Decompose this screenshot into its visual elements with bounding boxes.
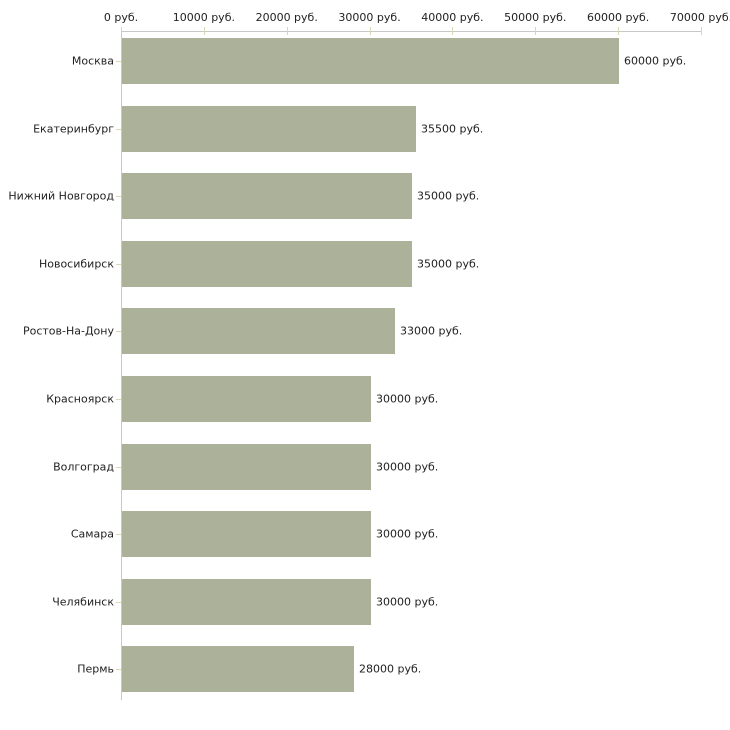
x-axis-line	[121, 31, 702, 32]
x-axis-tick	[286, 27, 288, 35]
bar	[122, 579, 371, 625]
x-axis-tick	[701, 27, 702, 35]
category-label: Новосибирск	[38, 257, 114, 271]
value-label: 30000 руб.	[376, 460, 439, 474]
category-tick	[116, 129, 121, 130]
value-label: 35000 руб.	[417, 257, 480, 271]
value-label: 30000 руб.	[376, 527, 439, 541]
category-label: Красноярск	[46, 392, 114, 406]
bar	[122, 511, 371, 557]
bar	[122, 444, 371, 490]
bar	[122, 173, 412, 219]
value-label: 35000 руб.	[417, 189, 480, 203]
value-label: 28000 руб.	[359, 662, 422, 676]
category-label: Пермь	[77, 662, 114, 676]
x-axis-tick	[369, 27, 371, 35]
category-label: Волгоград	[53, 460, 114, 474]
category-label: Самара	[70, 527, 114, 541]
x-axis-tick	[535, 27, 537, 35]
x-axis-tick-label: 10000 руб.	[172, 11, 235, 24]
bar	[122, 308, 395, 354]
x-axis-tick-label: 60000 руб.	[587, 11, 650, 24]
category-label: Челябинск	[52, 595, 114, 609]
category-label: Нижний Новгород	[8, 189, 114, 203]
x-axis-tick-label: 30000 руб.	[338, 11, 401, 24]
category-tick	[116, 196, 121, 197]
category-tick	[116, 331, 121, 332]
y-axis-line	[121, 31, 122, 700]
category-tick	[116, 467, 121, 468]
bar	[122, 106, 416, 152]
category-tick	[116, 399, 121, 400]
category-tick	[116, 264, 121, 265]
value-label: 35500 руб.	[421, 122, 484, 136]
category-tick	[116, 602, 121, 603]
category-tick	[116, 669, 121, 670]
bar	[122, 646, 354, 692]
category-label: Москва	[71, 54, 114, 68]
x-axis-tick-label: 0 руб.	[103, 11, 139, 24]
bar	[122, 38, 619, 84]
category-tick	[116, 61, 121, 62]
category-tick	[116, 534, 121, 535]
category-label: Екатеринбург	[33, 122, 114, 136]
value-label: 33000 руб.	[400, 324, 463, 338]
x-axis-tick-label: 50000 руб.	[504, 11, 567, 24]
category-label: Ростов-На-Дону	[22, 324, 114, 338]
bar	[122, 376, 371, 422]
bar	[122, 241, 412, 287]
x-axis-tick-label: 40000 руб.	[421, 11, 484, 24]
x-axis-tick-label: 20000 руб.	[255, 11, 318, 24]
x-axis-tick	[203, 27, 205, 35]
value-label: 30000 руб.	[376, 392, 439, 406]
value-label: 30000 руб.	[376, 595, 439, 609]
x-axis-tick	[452, 27, 454, 35]
x-axis-tick-label: 70000 руб.	[669, 11, 730, 24]
value-label: 60000 руб.	[624, 54, 687, 68]
x-axis-tick	[618, 27, 620, 35]
